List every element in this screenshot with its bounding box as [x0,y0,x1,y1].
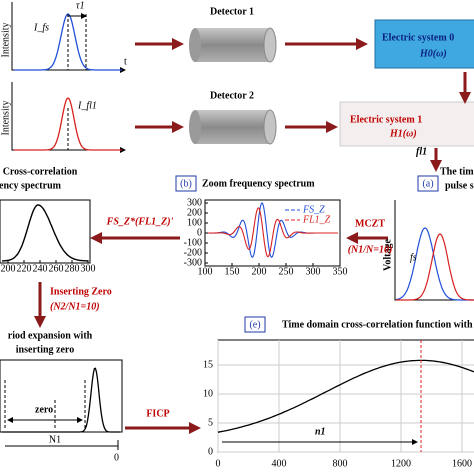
inserting: (N2/N1=10) [50,301,100,312]
y-tick-label: 0 [197,227,202,238]
panel-title: Zoom frequency spectrum [202,178,315,189]
panel-title: pulse s [445,180,474,191]
y-tick-label: -100 [184,237,202,248]
system-name: Electric system 1 [350,114,422,125]
x-tick-label: 200 [252,266,267,277]
legend-label: FL1_Z [302,214,331,225]
panel-title: ency spectrum [0,180,62,191]
correlation-curve [217,359,474,433]
red-pulse [14,97,122,151]
n-label: n1 [315,426,326,437]
x-tick-label: 200 [1,263,16,274]
frame [0,199,91,264]
product: FS_Z*(FL1_Z)' [106,216,174,227]
mczt: (N1/N=10) [348,244,393,255]
x-tick-label: 240 [33,263,48,274]
x-tick-label: 220 [17,263,32,274]
blue-pulse [395,227,474,301]
panel-title: riod expansion with [8,330,93,341]
y-tick-label: -300 [184,257,202,268]
x-tick-label: 260 [49,263,64,274]
x-tick-label: 250 [279,266,294,277]
inserting: Inserting Zero [50,286,112,297]
legend-label: FS_Z [302,204,325,215]
detector [189,27,277,145]
frame [217,339,474,453]
tag-box [175,175,197,192]
panel-title: The time [440,166,474,177]
system-transfer: H0(ω) [419,48,447,59]
ficp: FICP [146,408,169,419]
n-label: N1 [49,434,61,445]
end-label: 0 [114,452,119,463]
panel-c: 200 220 240 260 280 300 [0,199,96,274]
x-tick-label: 350 [333,266,348,277]
tau-label: τ1 [76,0,85,11]
zero-label: zero [35,404,53,415]
x-label: t [124,56,127,67]
panel-tag: (b) [180,178,192,189]
tag-box [244,316,266,333]
x-tick-label: 100 [198,266,213,277]
system-name: Electric system 0 [382,32,454,43]
y-tick-label: 5 [208,417,213,428]
tag-box [417,175,439,192]
y-tick-label: 100 [187,217,202,228]
system-box [374,19,474,69]
x-tick-label: 400 [272,458,287,469]
y-label: Intensity [0,101,11,136]
pulse-panels: τ1 I_fs I_fl1 Intensity Intensity t [0,0,127,153]
y-tick-label: 15 [203,359,213,370]
x-tick-label: 1600 [452,458,472,469]
fl-curve [208,207,338,258]
x-tick-label: 150 [225,266,240,277]
y-tick-label: 0 [208,446,213,457]
panel-e: 0 5 10 15 0 400 800 1200 1600 n1 [203,339,474,469]
axis [11,2,126,73]
red-pulse [396,233,474,301]
x-tick-label: 1200 [391,458,411,469]
x-tick-label: 0 [216,458,221,469]
panel-title: inserting zero [16,344,74,355]
y-label: Voltage [382,239,393,271]
y-tick-label: 200 [187,207,202,218]
fl-label: I_fl1 [77,100,97,111]
panel-tag: (a) [422,178,433,189]
spectrum-curve [2,204,88,262]
fs-label: fs [410,252,417,263]
system-box [339,101,474,147]
x-tick-label: 280 [65,263,80,274]
x-tick-label: 300 [81,263,96,274]
x-tick-label: 800 [333,458,348,469]
detector-label: Detector 1 [210,6,254,17]
mczt: MCZT [355,218,385,229]
panel-tag: (e) [249,319,260,330]
y-tick-label: 300 [187,197,202,208]
detector-label: Detector 2 [210,90,254,101]
system-transfer: H1(ω) [389,128,417,139]
fs-label: I_fs [33,22,49,33]
axis [394,200,474,301]
y-label: Intensity [0,23,11,58]
x-tick-label: 300 [306,266,321,277]
panel-title: Cross-correlation [3,166,78,177]
panel-title: Time domain cross-correlation function w… [282,319,473,330]
panel-d [0,359,123,450]
fl-arrow-label: fl1 [416,146,427,157]
y-tick-label: -200 [184,247,202,258]
y-tick-label: 10 [203,388,213,399]
